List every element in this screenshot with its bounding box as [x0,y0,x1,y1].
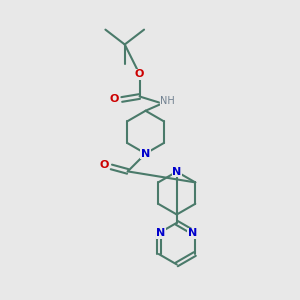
Text: NH: NH [160,96,175,106]
Text: O: O [135,69,144,79]
Text: N: N [188,228,197,238]
Text: N: N [157,228,166,238]
Text: N: N [141,148,150,159]
Text: O: O [110,94,119,104]
Text: O: O [99,160,109,170]
Text: N: N [172,167,182,177]
